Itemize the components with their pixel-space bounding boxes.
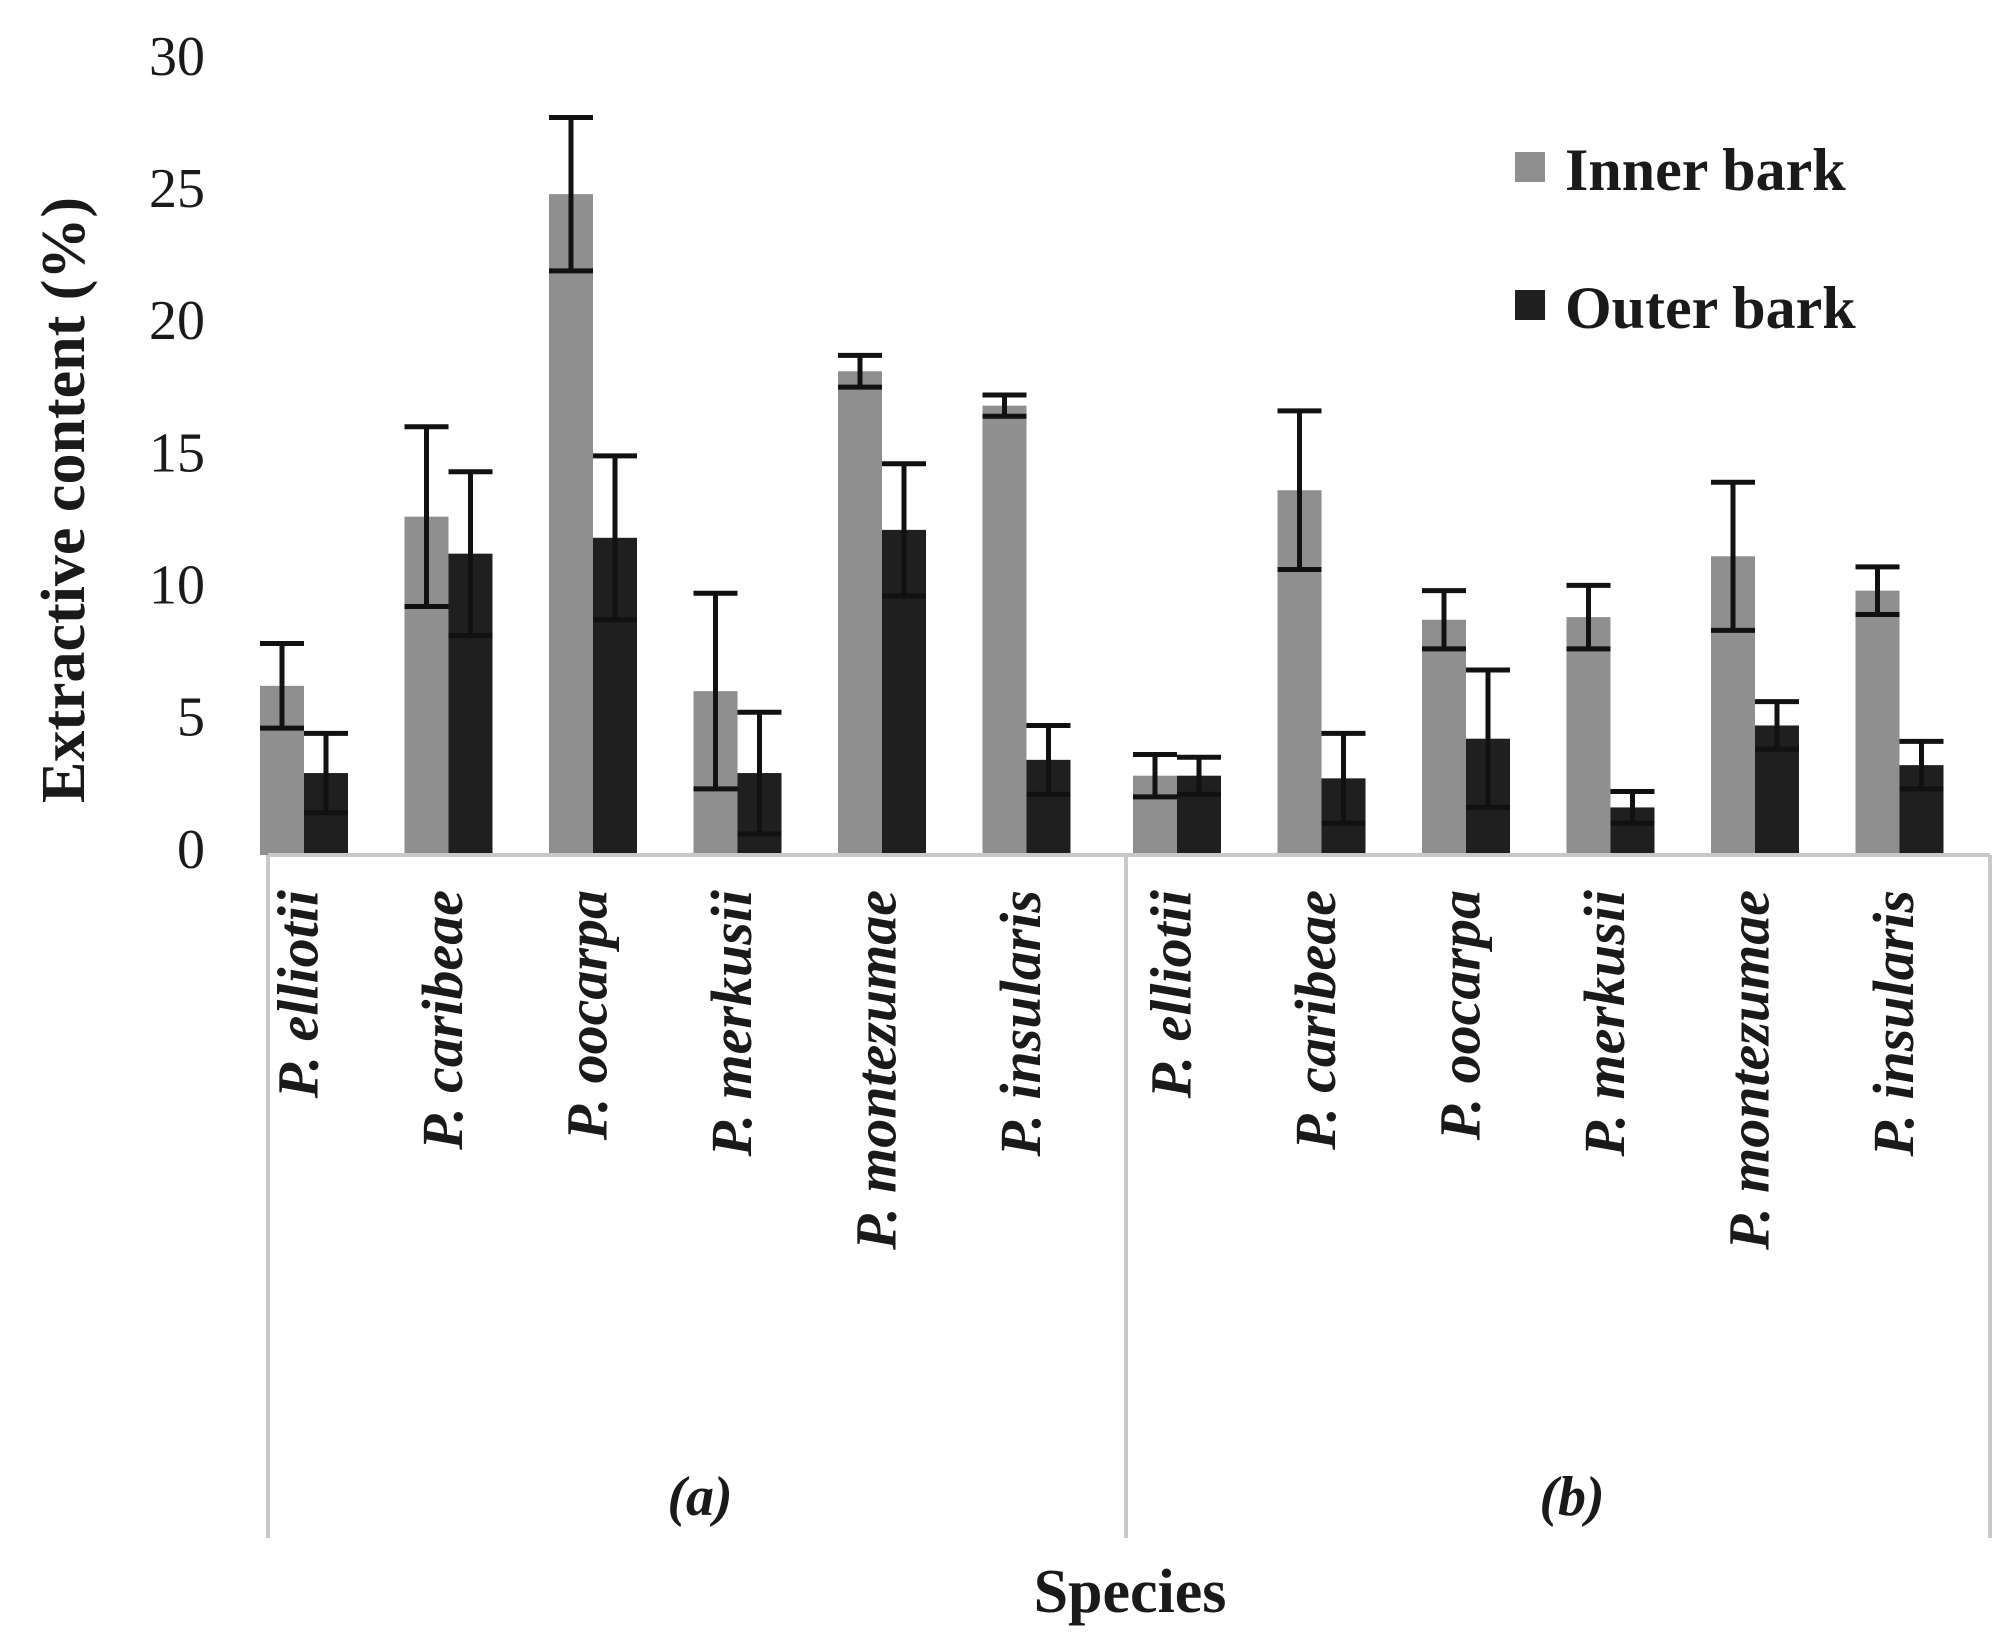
legend: Inner bark Outer bark — [1515, 137, 1856, 341]
bar-inner-0-2 — [549, 194, 593, 855]
category-labels: P. elliotii P. caribeae P. oocarpa P. merku… — [265, 890, 1926, 1251]
error-bar-outer-1-0 — [1177, 754, 1221, 797]
bar-inner-0-5 — [982, 405, 1027, 855]
error-bar-inner-0-1 — [404, 424, 449, 610]
category-label: P. merkusii — [699, 890, 764, 1157]
error-bar-outer-0-3 — [737, 709, 782, 837]
category-label: P. caribeae — [410, 890, 475, 1151]
category-label: P. merkusii — [1572, 890, 1637, 1157]
error-bar-outer-0-4 — [882, 461, 926, 599]
error-bar-outer-1-1 — [1321, 730, 1366, 826]
error-bar-outer-1-5 — [1899, 738, 1944, 792]
error-bar-outer-1-4 — [1755, 699, 1799, 752]
category-label: P. insularis — [1861, 890, 1926, 1158]
legend-label-outer-bark: Outer bark — [1565, 275, 1856, 341]
category-label: P. insularis — [988, 890, 1053, 1158]
bars — [260, 194, 1944, 855]
error-bar-inner-0-0 — [260, 641, 304, 731]
category-label: P. oocarpa — [554, 890, 619, 1141]
bar-inner-1-2 — [1422, 619, 1466, 855]
y-tick-label: 25 — [149, 158, 205, 220]
y-tick-label: 5 — [177, 687, 205, 749]
category-label: P. elliotii — [1138, 890, 1203, 1099]
x-axis-title: Species — [1034, 1558, 1227, 1626]
group-label: (a) — [667, 1466, 732, 1528]
error-bar-inner-0-4 — [838, 352, 882, 390]
error-bars — [260, 115, 1944, 837]
y-tick-label: 0 — [177, 819, 205, 881]
category-label: P. elliotii — [265, 890, 330, 1099]
bar-inner-1-3 — [1566, 617, 1611, 855]
legend-swatch-inner-bark — [1515, 152, 1545, 182]
y-tick-label: 15 — [149, 422, 205, 484]
y-tick-label: 10 — [149, 555, 205, 617]
error-bar-outer-0-2 — [593, 453, 637, 623]
group-labels: (a) (b) — [667, 1466, 1604, 1528]
y-tick-label: 20 — [149, 290, 205, 352]
error-bar-inner-0-5 — [982, 392, 1027, 419]
bar-inner-0-4 — [838, 371, 882, 855]
error-bar-outer-0-1 — [448, 469, 493, 639]
bar-inner-1-5 — [1855, 590, 1900, 855]
category-label: P. montezumae — [843, 890, 908, 1251]
error-bar-inner-1-4 — [1711, 479, 1755, 633]
error-bar-outer-0-0 — [304, 730, 348, 816]
error-bar-outer-0-5 — [1026, 722, 1071, 797]
y-axis-title: Extractive content (%) — [30, 197, 98, 803]
error-bar-outer-1-3 — [1610, 789, 1655, 826]
error-bar-inner-1-3 — [1566, 582, 1611, 652]
y-axis-ticks: 0 5 10 15 20 25 30 — [149, 26, 205, 881]
category-label: P. caribeae — [1283, 890, 1348, 1151]
error-bar-outer-1-2 — [1466, 667, 1510, 810]
category-label: P. oocarpa — [1427, 890, 1492, 1141]
category-label: P. montezumae — [1716, 890, 1781, 1251]
error-bar-inner-0-2 — [549, 115, 593, 274]
error-bar-inner-1-5 — [1855, 564, 1900, 617]
error-bar-inner-1-0 — [1133, 752, 1177, 800]
legend-swatch-outer-bark — [1515, 290, 1545, 320]
error-bar-inner-1-1 — [1277, 408, 1322, 573]
legend-label-inner-bark: Inner bark — [1565, 137, 1846, 203]
y-tick-label: 30 — [149, 26, 205, 88]
error-bar-inner-1-2 — [1422, 588, 1466, 652]
error-bar-inner-0-3 — [693, 590, 738, 792]
group-label: (b) — [1539, 1466, 1604, 1528]
category-axis-frame — [266, 853, 1992, 1538]
